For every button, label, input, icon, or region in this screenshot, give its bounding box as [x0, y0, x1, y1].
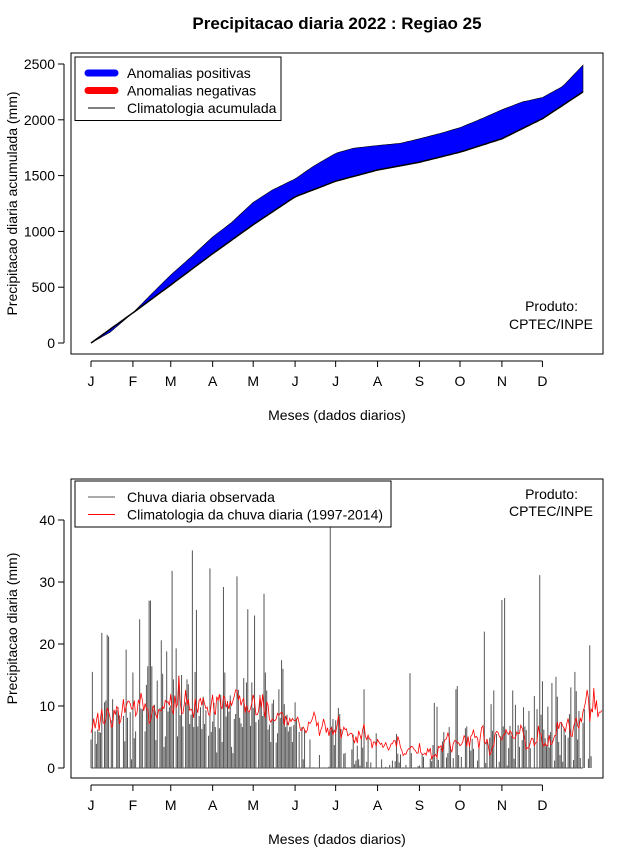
plot-frame-2	[70, 478, 604, 779]
legend-label-2: Climatologia da chuva diaria (1997-2014)	[127, 507, 383, 523]
legend-label-1: Climatologia acumulada	[127, 100, 277, 116]
y-tick-label-1: 500	[32, 279, 56, 295]
y-tick-label-1: 2000	[24, 112, 55, 128]
x-tick-label-2: M	[247, 797, 259, 813]
y-tick-label-1: 1500	[24, 168, 55, 184]
x-tick-label-2: S	[415, 797, 424, 813]
climatology-cumulative-line	[90, 91, 584, 344]
x-tick-label-1: F	[129, 373, 138, 389]
x-tick-label-1: M	[247, 373, 259, 389]
x-tick-label-1: J	[332, 373, 339, 389]
x-tick-label-2: J	[332, 797, 339, 813]
chart-title: Precipitacao diaria 2022 : Regiao 25	[192, 14, 482, 33]
y-tick-label-1: 1000	[24, 223, 55, 239]
y-tick-label-2: 0	[47, 760, 55, 776]
x-axis-title-1: Meses (dados diarios)	[268, 407, 406, 423]
x-tick-label-2: O	[455, 797, 466, 813]
x-tick-label-1: J	[292, 373, 299, 389]
x-tick-label-2: A	[208, 797, 218, 813]
legend-label-1: Anomalias positivas	[127, 65, 251, 81]
x-tick-label-2: M	[165, 797, 177, 813]
product-label-2: Produto:	[525, 486, 578, 502]
x-tick-label-1: A	[208, 373, 218, 389]
x-tick-label-1: A	[373, 373, 383, 389]
legend-box-2	[74, 480, 392, 528]
x-tick-label-2: N	[497, 797, 507, 813]
x-axis-title-2: Meses (dados diarios)	[268, 831, 406, 847]
x-tick-label-2: J	[292, 797, 299, 813]
x-tick-label-1: O	[455, 373, 466, 389]
y-tick-label-1: 2500	[24, 56, 55, 72]
y-tick-label-1: 0	[47, 335, 55, 351]
x-tick-label-1: M	[165, 373, 177, 389]
x-tick-label-1: D	[537, 373, 547, 389]
product-source-1: CPTEC/INPE	[509, 316, 593, 332]
y-tick-label-2: 10	[39, 698, 55, 714]
product-label-1: Produto:	[525, 298, 578, 314]
legend-label-1: Anomalias negativas	[127, 83, 256, 99]
y-tick-label-2: 20	[39, 636, 55, 652]
y-tick-label-2: 30	[39, 574, 55, 590]
x-tick-label-2: A	[373, 797, 383, 813]
x-tick-label-1: N	[497, 373, 507, 389]
y-axis-title-2: Precipitacao diaria (mm)	[4, 553, 20, 705]
legend-label-2: Chuva diaria observada	[127, 489, 275, 505]
x-tick-label-2: J	[88, 797, 95, 813]
x-tick-label-1: J	[88, 373, 95, 389]
x-tick-label-1: S	[415, 373, 424, 389]
product-source-2: CPTEC/INPE	[509, 503, 593, 519]
plot-frame-1	[70, 52, 604, 355]
y-axis-title-1: Precipitacao diaria acumulada (mm)	[4, 91, 20, 315]
daily-climatology-line	[90, 676, 603, 760]
x-tick-label-2: F	[129, 797, 138, 813]
y-tick-label-2: 40	[39, 512, 55, 528]
x-tick-label-2: D	[537, 797, 547, 813]
